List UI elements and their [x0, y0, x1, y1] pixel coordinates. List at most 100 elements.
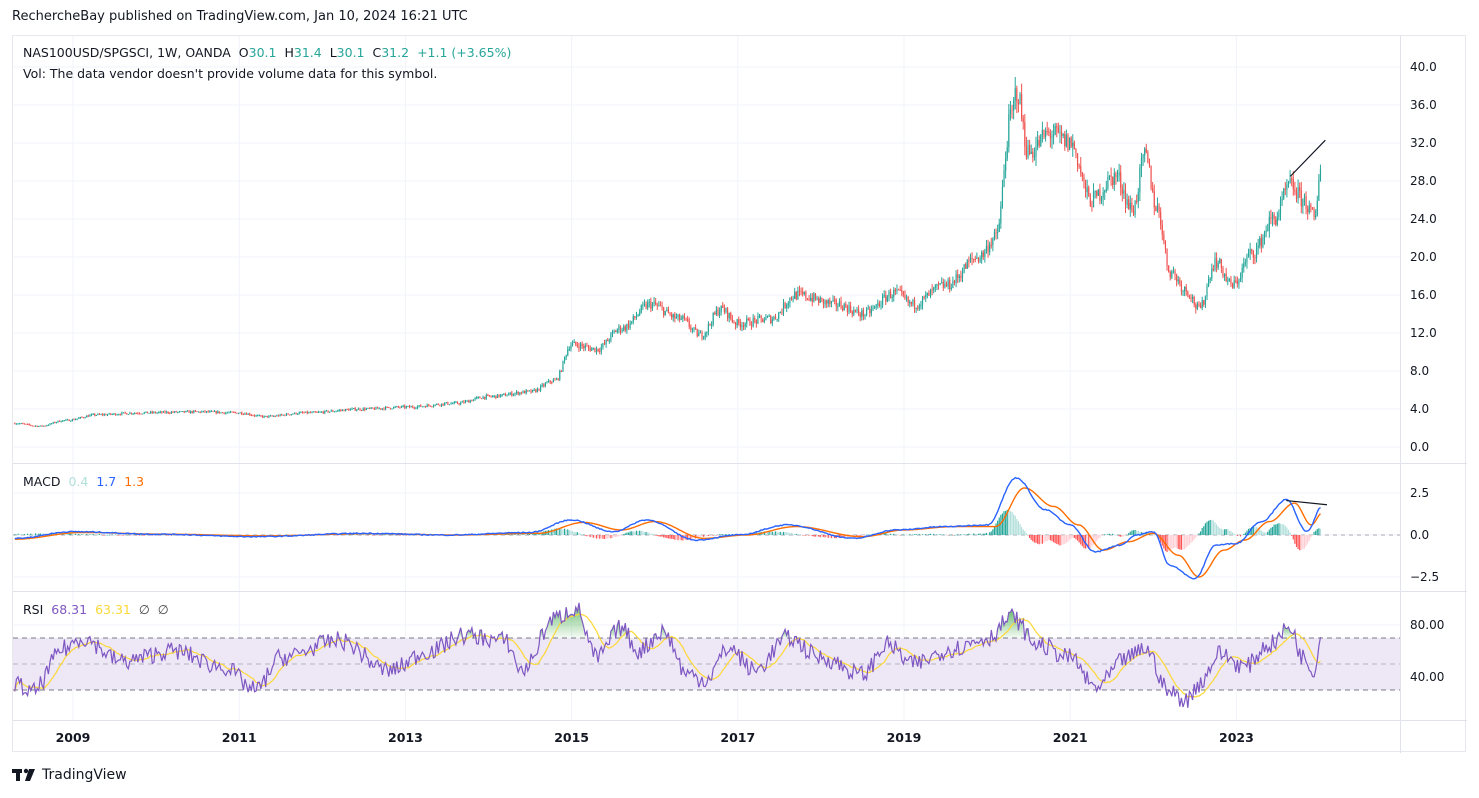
candle-body	[410, 406, 412, 408]
rsi-label[interactable]: RSI	[23, 602, 44, 617]
candle-body	[79, 416, 81, 418]
candle-body	[1291, 178, 1293, 180]
candle-body	[1129, 202, 1131, 209]
macd-histogram-bar	[957, 534, 959, 535]
candle-body	[602, 343, 604, 347]
candle-body	[640, 305, 642, 313]
macd-histogram-bar	[1201, 527, 1203, 535]
candle-body	[626, 324, 628, 331]
candle-body	[27, 423, 29, 425]
macd-histogram-bar	[965, 534, 967, 536]
macd-histogram-bar	[992, 529, 994, 535]
candle-body	[158, 412, 160, 414]
macd-histogram-bar	[560, 528, 562, 535]
candle-body	[762, 318, 764, 322]
macd-histogram-bar	[1038, 535, 1040, 545]
macd-histogram-bar	[650, 533, 652, 535]
macd-histogram-bar	[14, 534, 16, 535]
macd-histogram-bar	[1212, 520, 1214, 535]
candle-body	[853, 310, 855, 315]
candle-body	[1195, 304, 1197, 309]
macd-histogram-bar	[380, 535, 382, 536]
macd-histogram-bar	[629, 531, 631, 535]
tradingview-logo[interactable]: TradingView	[12, 767, 127, 783]
macd-histogram-bar	[362, 534, 364, 535]
macd-histogram-bar	[106, 534, 109, 536]
candle-body	[1182, 290, 1184, 292]
candle-body	[1188, 295, 1191, 298]
candle-body	[520, 392, 523, 394]
candle-body	[142, 413, 144, 415]
chart-frame[interactable]: 40.0 36.0 32.0 28.0 24.0 20.0 16.0 12.0 8.0 4.0 0.…	[12, 35, 1467, 753]
macd-histogram-bar	[803, 535, 805, 536]
macd-histogram-bar	[779, 531, 781, 535]
macd-signal-line	[14, 487, 1322, 578]
macd-histogram-bar	[562, 529, 564, 535]
macd-histogram-bar	[1013, 514, 1015, 535]
candle-body	[356, 409, 358, 411]
candle-body	[490, 396, 492, 398]
macd-histogram-bar	[698, 535, 700, 538]
candle-body	[1209, 278, 1211, 280]
candle-body	[1005, 158, 1007, 171]
chart-canvas[interactable]: 40.0 36.0 32.0 28.0 24.0 20.0 16.0 12.0 8.0 4.0 0.…	[13, 36, 1467, 753]
candle-body	[722, 305, 724, 308]
candle-body	[770, 315, 772, 323]
candle-body	[666, 309, 668, 311]
candle-body	[311, 411, 313, 413]
candle-body	[1271, 214, 1274, 219]
macd-histogram-bar	[1196, 535, 1199, 536]
candle-body	[651, 303, 654, 309]
candle-body	[1283, 188, 1285, 199]
macd-histogram-bar	[712, 535, 714, 536]
macd-histogram-bar	[675, 535, 678, 540]
candle-body	[621, 330, 623, 332]
macd-histogram-bar	[1299, 535, 1301, 551]
macd-histogram-bar	[709, 535, 711, 536]
candle-body	[47, 424, 49, 426]
macd-histogram-bar	[33, 534, 35, 535]
candle-body	[1299, 187, 1301, 191]
candle-body	[658, 305, 660, 307]
candle-body	[14, 423, 16, 425]
macd-histogram-bar	[647, 532, 649, 535]
macd-histogram-bar	[27, 533, 29, 535]
macd-histogram-bar	[1136, 530, 1138, 535]
candle-body	[976, 257, 978, 259]
candle-body	[1092, 191, 1095, 208]
macd-histogram-bar	[575, 532, 577, 535]
candle-body	[816, 298, 818, 300]
candle-body	[731, 318, 733, 322]
symbol-label[interactable]: NAS100USD/SPGSCI, 1W, OANDA	[23, 45, 231, 60]
candle-body	[747, 318, 749, 320]
macd-histogram-bar	[1096, 535, 1098, 541]
candle-body	[944, 283, 946, 288]
macd-histogram-bar	[1311, 535, 1314, 536]
macd-histogram-bar	[971, 534, 973, 535]
macd-histogram-bar	[714, 534, 716, 536]
candle-body	[642, 304, 644, 306]
candle-body	[177, 411, 179, 413]
candle-body	[837, 306, 839, 308]
macd-histogram-bar	[611, 535, 614, 538]
candle-body	[966, 260, 968, 269]
candle-body	[346, 408, 348, 410]
macd-histogram-bar	[597, 535, 599, 539]
candle-body	[704, 333, 706, 338]
candle-body	[39, 425, 41, 427]
candle-body	[878, 303, 880, 307]
candle-body	[1056, 125, 1058, 128]
macd-histogram-bar	[143, 535, 145, 536]
macd-histogram-bar	[1113, 534, 1115, 535]
candle-body	[525, 390, 527, 394]
macd-histogram-bar	[121, 535, 123, 536]
candle-body	[257, 415, 259, 417]
macd-histogram-bar	[1041, 535, 1043, 544]
macd-histogram-bar	[926, 534, 928, 535]
candle-body	[305, 411, 307, 413]
macd-histogram-bar	[1027, 535, 1029, 536]
price-axis-label: 32.0	[1410, 136, 1437, 150]
macd-histogram-bar	[993, 526, 996, 535]
macd-label[interactable]: MACD	[23, 474, 61, 489]
candle-body	[1238, 279, 1240, 285]
